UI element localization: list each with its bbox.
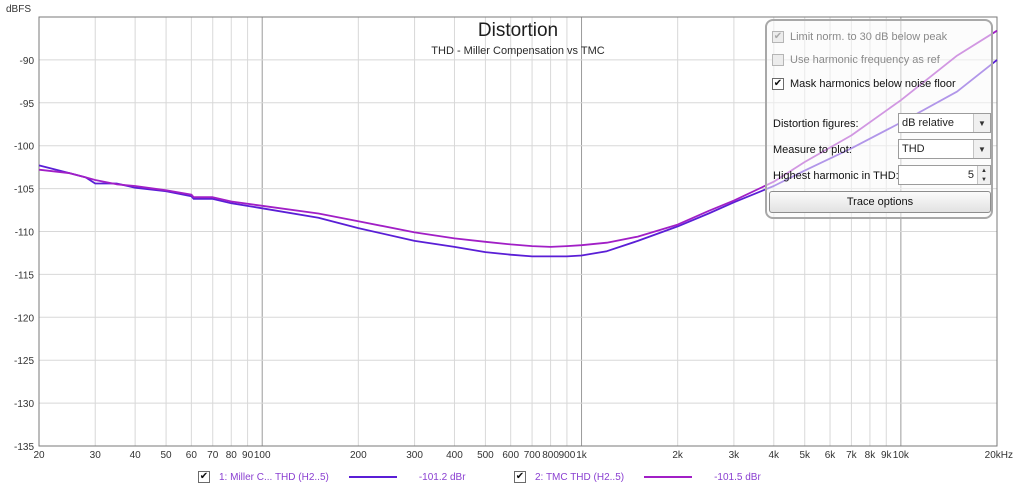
y-tick-label: -95 xyxy=(20,99,35,110)
x-tick-label: 10k xyxy=(893,450,910,461)
plot-border xyxy=(38,16,998,447)
plot-series xyxy=(38,29,998,258)
spin-down-icon[interactable]: ▼ xyxy=(977,175,990,184)
series-1-color-swatch xyxy=(348,476,397,478)
measure-to-plot-select[interactable]: THD ▼ xyxy=(898,139,991,159)
chevron-down-icon[interactable]: ▼ xyxy=(973,140,990,158)
limit-norm-checkbox[interactable] xyxy=(772,31,784,43)
y-axis-unit-label: dBFS xyxy=(6,4,31,15)
x-tick-label: 800 xyxy=(542,450,559,461)
x-tick-label: 100 xyxy=(254,450,271,461)
x-tick-label: 500 xyxy=(477,450,494,461)
y-tick-label: -135 xyxy=(14,442,34,453)
x-tick-label: 1k xyxy=(576,450,588,461)
y-tick-label: -130 xyxy=(14,399,34,410)
mask-harmonics-option[interactable]: Mask harmonics below noise floor xyxy=(772,78,956,90)
plot-grid xyxy=(38,16,998,447)
harmonic-freq-label: Use harmonic frequency as ref xyxy=(790,54,940,66)
y-tick-label: -90 xyxy=(20,56,35,67)
legend-item-series-1: 1: Miller C... THD (H2..5) -101.2 dBr xyxy=(198,471,466,483)
series-2-legend-value: -101.5 dBr xyxy=(714,471,761,483)
distortion-figures-select[interactable]: dB relative ▼ xyxy=(898,113,991,133)
limit-norm-label: Limit norm. to 30 dB below peak xyxy=(790,31,948,43)
x-tick-label: 80 xyxy=(226,450,238,461)
x-tick-label: 2k xyxy=(672,450,684,461)
highest-harmonic-label: Highest harmonic in THD: xyxy=(773,170,899,182)
x-tick-label: 5k xyxy=(799,450,811,461)
x-tick-label: 60 xyxy=(186,450,198,461)
x-tick-label: 200 xyxy=(350,450,367,461)
harmonic-freq-option[interactable]: Use harmonic frequency as ref xyxy=(772,54,940,66)
highest-harmonic-spinner[interactable]: 5 ▲ ▼ xyxy=(898,165,991,185)
x-tick-label: 50 xyxy=(161,450,173,461)
series-2-line xyxy=(38,29,998,248)
x-tick-label: 8k xyxy=(865,450,877,461)
x-tick-label: 70 xyxy=(207,450,219,461)
x-tick-label: 9k xyxy=(881,450,893,461)
series-1-legend-label: 1: Miller C... THD (H2..5) xyxy=(219,471,329,483)
mask-harmonics-checkbox[interactable] xyxy=(772,78,784,90)
x-tick-label: 7k xyxy=(846,450,858,461)
y-tick-label: -105 xyxy=(14,185,34,196)
x-tick-label: 90 xyxy=(242,450,254,461)
highest-harmonic-value: 5 xyxy=(967,169,974,181)
distortion-figures-label: Distortion figures: xyxy=(773,118,859,130)
measure-to-plot-label: Measure to plot: xyxy=(773,144,852,156)
y-tick-label: -100 xyxy=(14,142,34,153)
x-tick-label: 6k xyxy=(825,450,837,461)
trace-options-button[interactable]: Trace options xyxy=(769,191,991,213)
x-tick-label: 900 xyxy=(559,450,576,461)
y-tick-label: -120 xyxy=(14,313,34,324)
axis-tick-labels: 20 30 40 50 60 70 80 90 100 200 300 400 500 600 700 800… xyxy=(14,56,1013,461)
chart-title: Distortion xyxy=(478,20,558,41)
mask-harmonics-label: Mask harmonics below noise floor xyxy=(790,78,956,90)
series-2-legend-label: 2: TMC THD (H2..5) xyxy=(535,471,625,483)
x-tick-label: 20kHz xyxy=(985,450,1013,461)
y-tick-label: -115 xyxy=(15,270,35,281)
distortion-options-panel: Limit norm. to 30 dB below peak Use harm… xyxy=(765,19,993,219)
x-tick-label: 3k xyxy=(729,450,741,461)
harmonic-freq-checkbox[interactable] xyxy=(772,54,784,66)
x-tick-label: 40 xyxy=(130,450,142,461)
series-1-visibility-checkbox[interactable] xyxy=(198,471,210,483)
series-1-legend-value: -101.2 dBr xyxy=(418,471,466,483)
x-tick-label: 4k xyxy=(769,450,781,461)
x-tick-label: 30 xyxy=(90,450,102,461)
y-tick-label: -125 xyxy=(14,356,34,367)
distortion-figures-value: dB relative xyxy=(902,117,954,129)
series-2-visibility-checkbox[interactable] xyxy=(514,471,526,483)
x-tick-label: 20 xyxy=(33,450,45,461)
series-1-line xyxy=(38,59,998,258)
legend-item-series-2: 2: TMC THD (H2..5) -101.5 dBr xyxy=(514,471,761,483)
chevron-down-icon[interactable]: ▼ xyxy=(973,114,990,132)
x-tick-label: 300 xyxy=(406,450,423,461)
limit-norm-option[interactable]: Limit norm. to 30 dB below peak xyxy=(772,31,947,43)
measure-to-plot-value: THD xyxy=(902,143,925,155)
y-tick-label: -110 xyxy=(15,228,35,239)
chart-subtitle: THD - Miller Compensation vs TMC xyxy=(431,45,604,57)
x-tick-label: 700 xyxy=(524,450,541,461)
x-tick-label: 600 xyxy=(502,450,519,461)
trace-options-label: Trace options xyxy=(846,196,914,208)
series-2-color-swatch xyxy=(644,476,693,478)
x-tick-label: 400 xyxy=(446,450,463,461)
